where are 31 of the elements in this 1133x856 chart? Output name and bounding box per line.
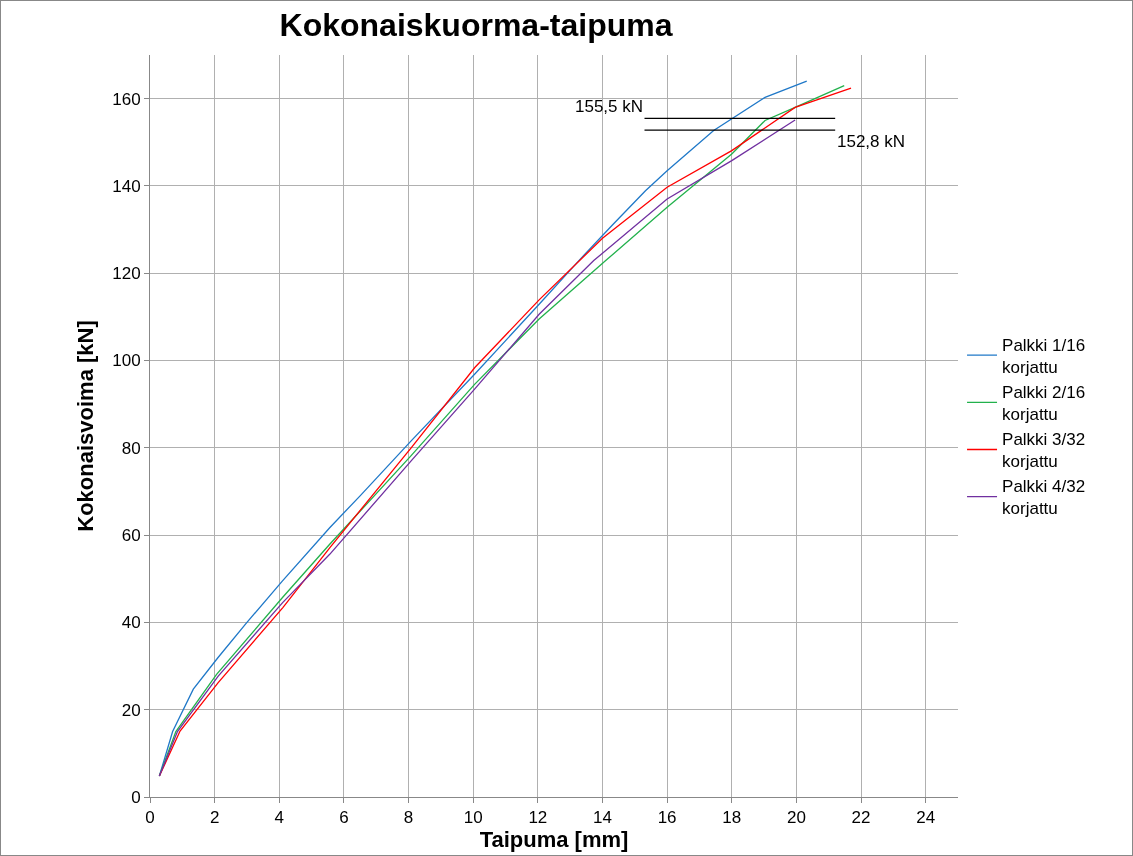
- x-tick-label: 12: [528, 808, 548, 828]
- legend-label: Palkki 1/16 korjattu: [1002, 335, 1086, 377]
- y-tick-label: 100: [112, 351, 141, 371]
- annotation: 155,5 kN: [575, 97, 644, 116]
- y-tick-label: 80: [121, 438, 141, 458]
- legend-label: Palkki 4/32 korjattu: [1002, 477, 1086, 519]
- annotation: 152,8 kN: [837, 132, 906, 151]
- legend-label: Palkki 3/32 korjattu: [1002, 430, 1086, 472]
- y-axis-title: Kokonaisvoima [kN]: [73, 320, 99, 532]
- x-tick-label: 16: [657, 808, 677, 828]
- x-tick-label: 2: [209, 808, 220, 828]
- y-tick-label: 60: [121, 526, 141, 546]
- x-tick-label: 18: [722, 808, 742, 828]
- x-tick-label: 6: [339, 808, 349, 828]
- chart-title: Kokonaiskuorma-taipuma: [279, 7, 673, 44]
- y-tick-label: 40: [121, 613, 141, 633]
- x-tick-label: 24: [916, 808, 936, 828]
- y-tick-label: 160: [112, 89, 141, 109]
- x-axis-title: Taipuma [mm]: [479, 827, 629, 853]
- x-tick-label: 14: [593, 808, 612, 828]
- legend-label: Palkki 2/16 korjattu: [1002, 382, 1086, 424]
- x-tick-label: 0: [145, 808, 155, 828]
- x-tick-label: 22: [851, 808, 871, 828]
- x-tick-label: 20: [786, 808, 806, 828]
- x-tick-label: 8: [403, 808, 414, 828]
- y-tick-label: 140: [112, 176, 141, 196]
- y-tick-label: 120: [112, 264, 141, 284]
- x-tick-label: 10: [463, 808, 483, 828]
- y-tick-label: 0: [131, 787, 141, 807]
- y-tick-label: 20: [121, 700, 141, 720]
- x-tick-label: 4: [274, 808, 285, 828]
